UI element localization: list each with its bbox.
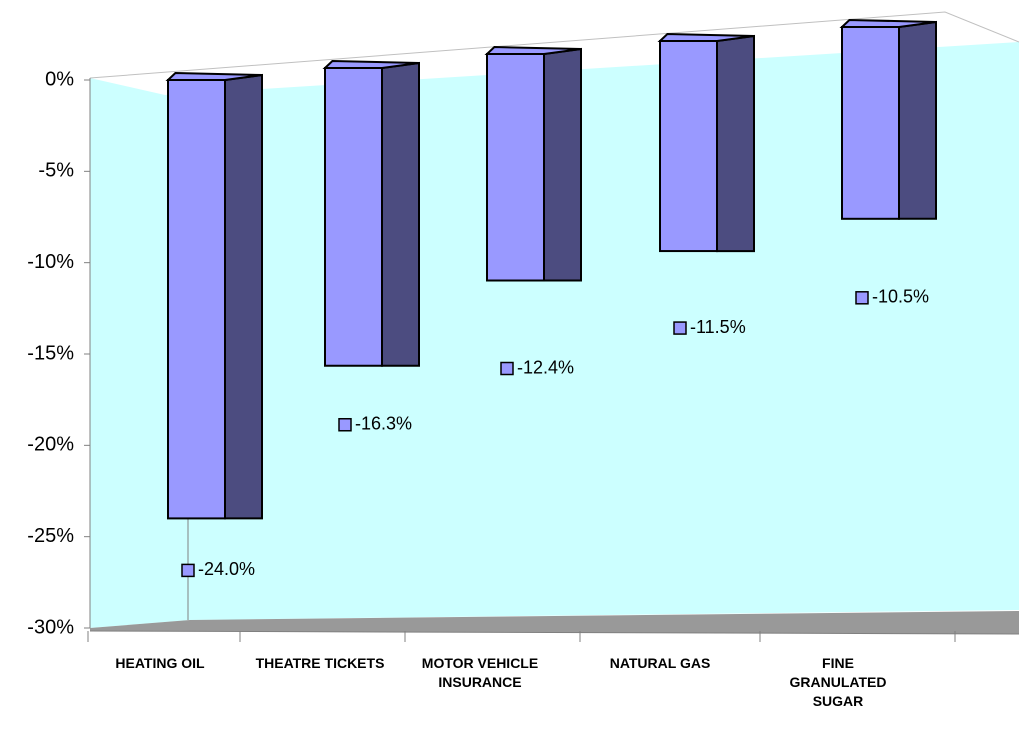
- walls: [90, 42, 1019, 628]
- label-marker: [338, 417, 352, 432]
- data-label: -24.0%: [198, 559, 255, 579]
- data-label: -16.3%: [355, 413, 412, 433]
- data-label: -12.4%: [517, 357, 574, 377]
- bar-side: [543, 47, 582, 282]
- x-tick-label: FINE GRANULATED SUGAR: [789, 655, 887, 709]
- y-tick-label: -5%: [38, 160, 74, 182]
- label-marker: [500, 361, 514, 376]
- bar: [167, 79, 226, 520]
- data-label: -11.5%: [690, 317, 746, 337]
- bar-side: [898, 20, 937, 220]
- bar: [486, 53, 545, 282]
- bar: [324, 67, 383, 367]
- bar-side: [716, 34, 755, 253]
- x-axis: [89, 630, 1019, 635]
- label-marker: [855, 291, 869, 305]
- bar-side: [381, 61, 420, 367]
- x-tick-label: THEATRE TICKETS: [255, 655, 385, 671]
- y-tick-label: -15%: [27, 342, 74, 364]
- x-tick-label: MOTOR VEHICLE INSURANCE: [421, 655, 539, 690]
- label-marker: [181, 563, 195, 578]
- y-tick-label: -10%: [27, 251, 74, 273]
- data-label: -10.5%: [872, 287, 929, 307]
- floor: [90, 611, 1019, 634]
- label-marker: [673, 321, 687, 335]
- x-tick-label: NATURAL GAS: [609, 655, 711, 671]
- y-tick-label: -20%: [27, 434, 74, 456]
- x-tick-label: HEATING OIL: [115, 655, 205, 671]
- y-tick-label: 0%: [45, 68, 74, 90]
- bar-side: [224, 73, 263, 520]
- y-tick-label: -25%: [27, 525, 74, 547]
- bar: [841, 26, 900, 220]
- y-tick-label: -30%: [27, 616, 74, 638]
- wall-outline: [89, 11, 1019, 79]
- bar: [659, 40, 718, 253]
